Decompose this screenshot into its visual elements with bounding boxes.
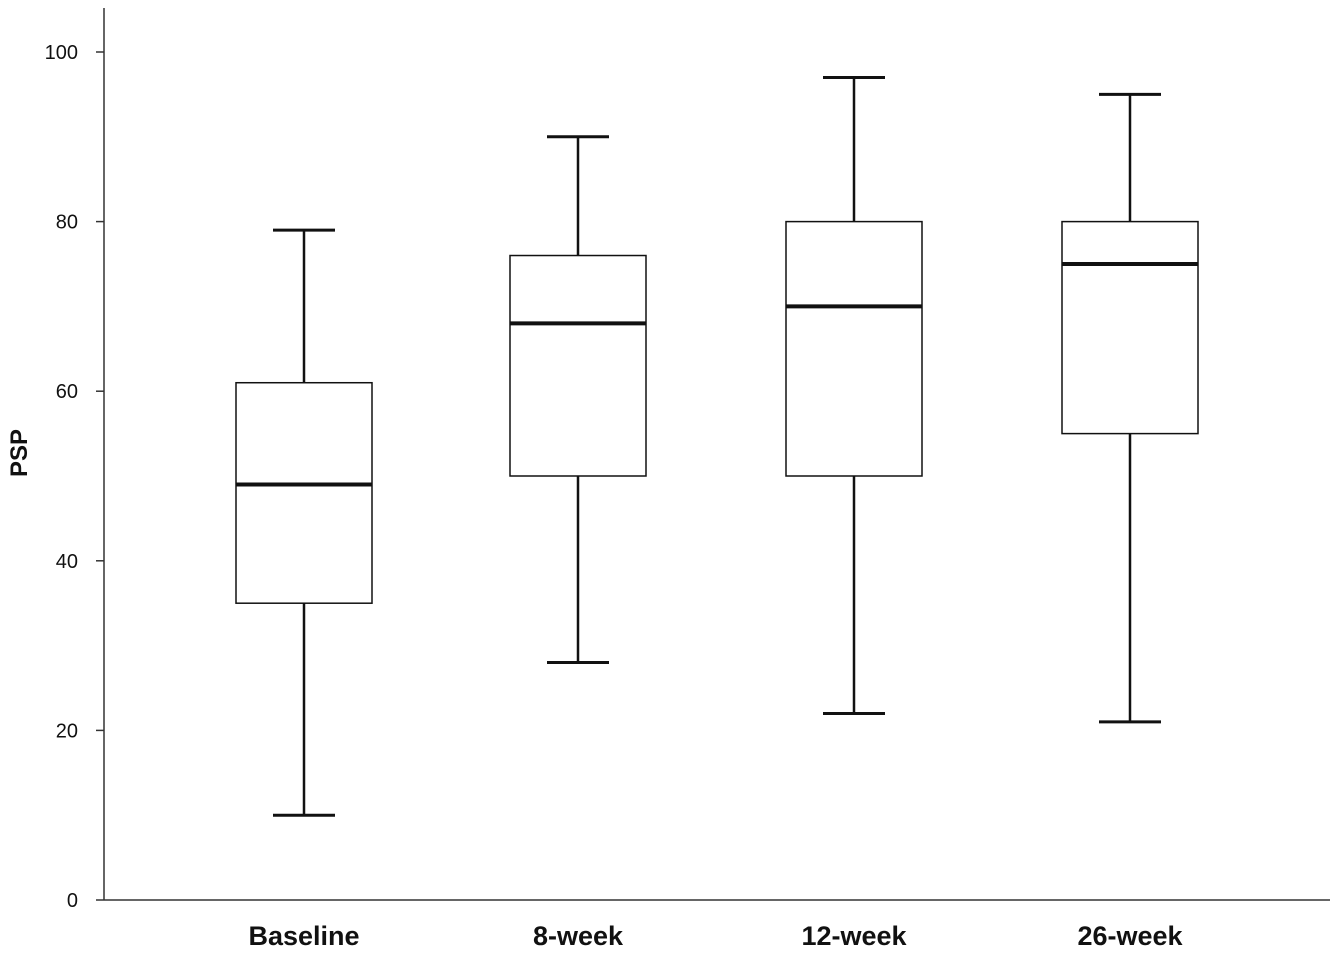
- y-tick-label: 100: [45, 42, 78, 64]
- axes: [103, 8, 1330, 901]
- y-tick-label: 0: [67, 890, 78, 912]
- y-ticks: 0 20 40 60 80 100: [45, 42, 104, 912]
- y-tick-label: 40: [56, 551, 78, 573]
- boxes: [235, 75, 1199, 817]
- x-category-label: 26-week: [1077, 921, 1183, 951]
- box-8-week: [509, 135, 647, 665]
- x-category-label: 8-week: [533, 921, 624, 951]
- iqr-box: [785, 220, 923, 477]
- x-category-label: Baseline: [248, 921, 359, 951]
- iqr-box: [1061, 220, 1199, 435]
- y-tick-label: 20: [56, 720, 78, 742]
- box-12-week: [785, 75, 923, 715]
- iqr-box: [509, 254, 647, 477]
- y-tick-label: 60: [56, 381, 78, 403]
- box-26-week: [1061, 92, 1199, 724]
- category-labels: Baseline 8-week 12-week 26-week: [248, 921, 1183, 951]
- y-tick-label: 80: [56, 212, 78, 234]
- iqr-box: [235, 381, 373, 604]
- box-baseline: [235, 228, 373, 817]
- x-category-label: 12-week: [801, 921, 907, 951]
- y-axis-title: PSP: [6, 429, 33, 477]
